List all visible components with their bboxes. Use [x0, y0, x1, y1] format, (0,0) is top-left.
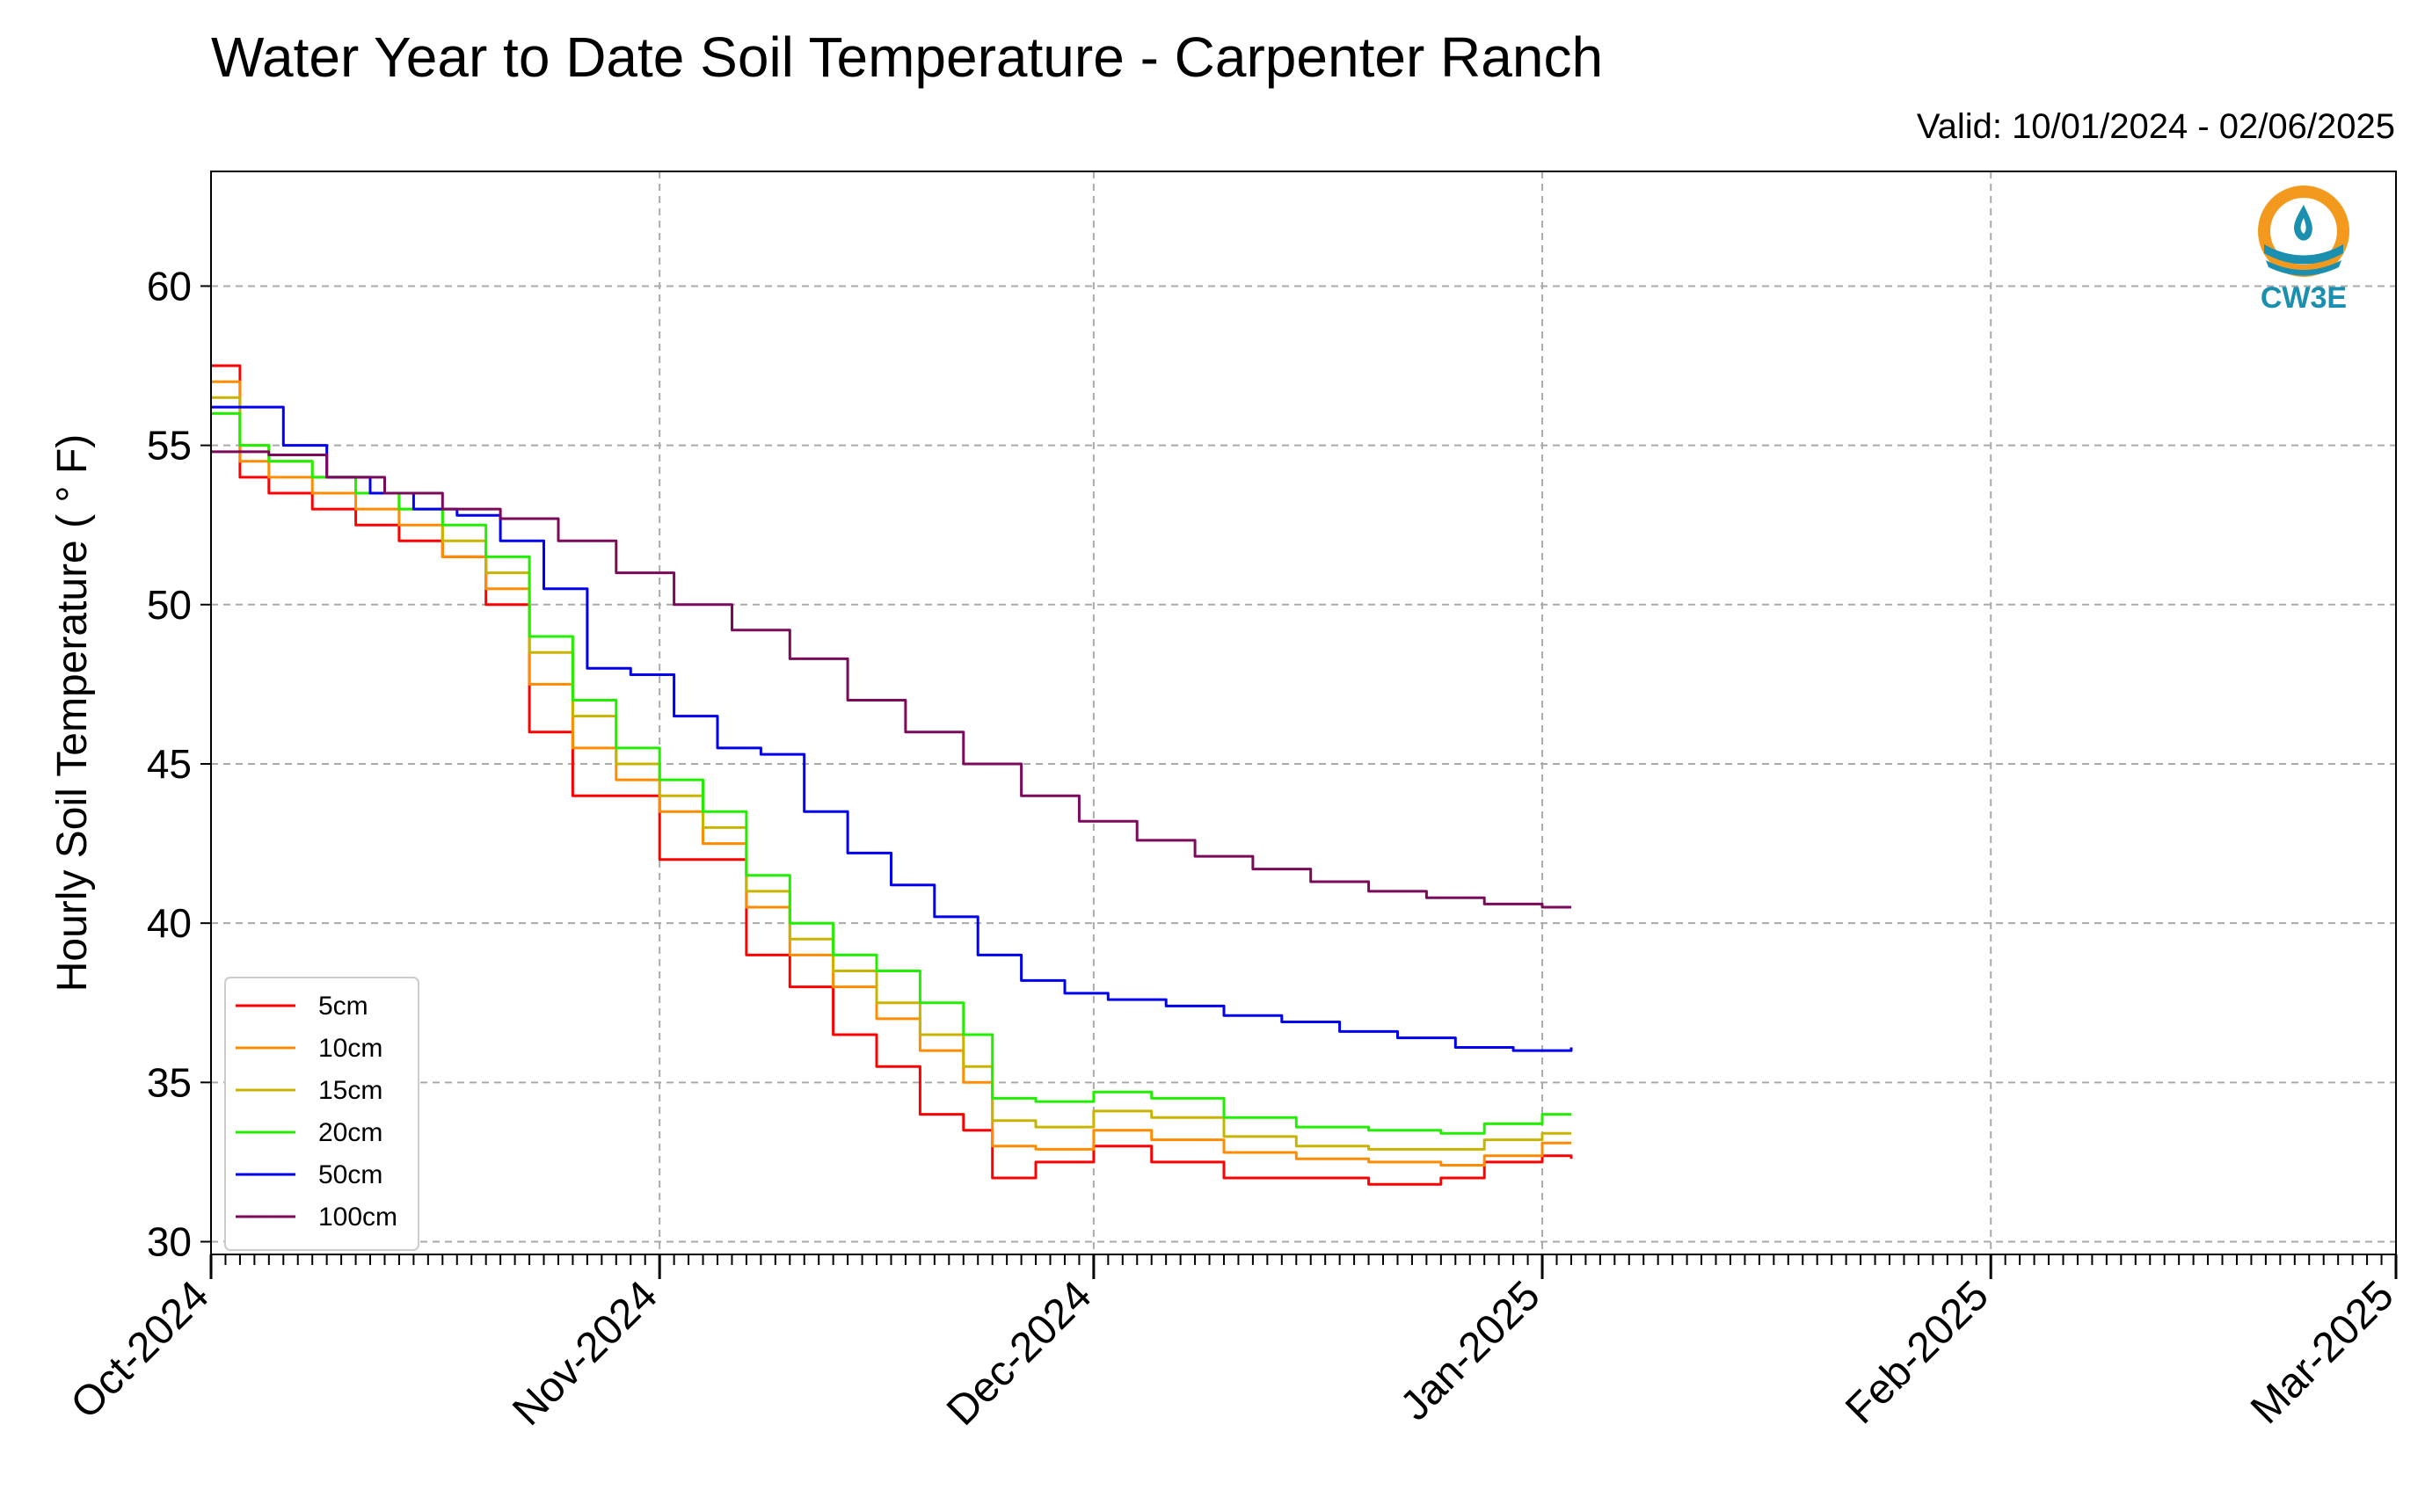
legend-label: 100cm: [318, 1203, 397, 1232]
y-tick-label: 45: [147, 741, 192, 787]
legend-label: 20cm: [318, 1118, 382, 1147]
grid-lines: [211, 171, 2396, 1254]
plot-frame: [210, 171, 2397, 1255]
legend-box: [224, 977, 419, 1251]
x-tick-label: Oct-2024: [62, 1272, 218, 1428]
chart-title: Water Year to Date Soil Temperature - Ca…: [211, 25, 1604, 89]
y-tick-label: 55: [147, 423, 192, 469]
series-lines: [211, 364, 1573, 1186]
series-line-10cm: [211, 380, 1571, 1167]
y-axis-label: Hourly Soil Temperature ( ° F): [49, 434, 96, 992]
series-line-50cm: [211, 405, 1573, 1052]
axis-ticks: 30 35 40 45 50 55 60 Oct-2024 Nov-2024 Dec-2024 Ja…: [62, 263, 2403, 1434]
x-tick-label: Mar-2025: [2242, 1272, 2403, 1433]
logo-text: CW3E: [2260, 281, 2348, 315]
y-tick-label: 40: [147, 900, 192, 946]
legend-label: 10cm: [318, 1034, 382, 1063]
x-tick-label: Feb-2025: [1837, 1272, 1998, 1433]
x-tick-label: Jan-2025: [1392, 1272, 1549, 1429]
legend: 5cm 10cm 15cm 20cm 50cm 100cm: [224, 977, 419, 1251]
y-tick-label: 50: [147, 582, 192, 628]
legend-label: 50cm: [318, 1160, 382, 1189]
y-tick-label: 30: [147, 1219, 192, 1265]
series-line-100cm: [211, 450, 1571, 909]
legend-label: 15cm: [318, 1076, 382, 1105]
cw3e-logo: CW3E: [2255, 183, 2352, 315]
x-tick-label: Nov-2024: [504, 1272, 666, 1435]
valid-date-range: Valid: 10/01/2024 - 02/06/2025: [1916, 107, 2395, 146]
cw3e-logo-icon: [2258, 185, 2349, 277]
y-tick-label: 60: [147, 263, 192, 309]
y-tick-label: 35: [147, 1059, 192, 1105]
series-line-20cm: [211, 411, 1571, 1135]
x-tick-label: Dec-2024: [938, 1272, 1101, 1435]
series-line-5cm: [211, 364, 1573, 1186]
legend-label: 5cm: [318, 992, 368, 1021]
